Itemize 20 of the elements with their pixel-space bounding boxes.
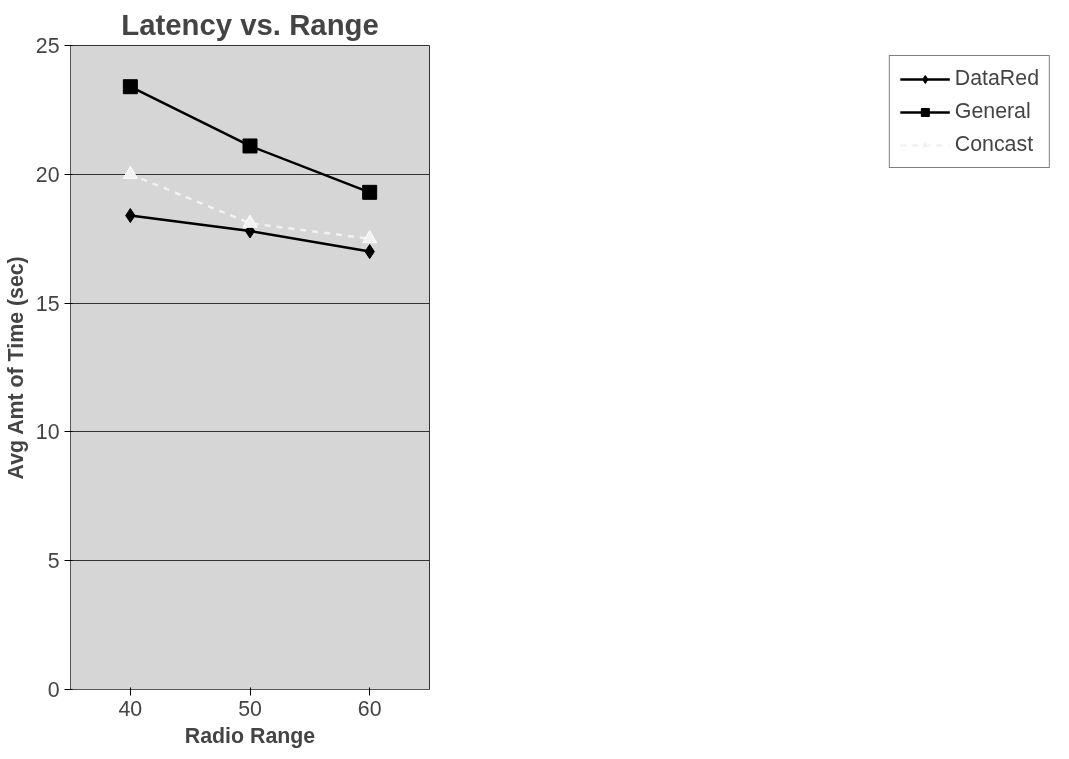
y-tick-label: 0: [47, 678, 60, 702]
y-tick-label: 20: [35, 162, 60, 187]
x-tick-label: 50: [238, 696, 262, 721]
point: [122, 79, 138, 95]
x-tick-label: 60: [357, 696, 382, 721]
point: [242, 214, 258, 228]
y-tick-label: 15: [35, 291, 60, 316]
x-axis-title: Radio Range: [184, 723, 316, 748]
point: [362, 184, 378, 200]
legend-label: Concast: [954, 132, 1034, 157]
y-axis-title: Avg Amt of Time (sec): [3, 256, 28, 480]
y-tick-label: 10: [35, 420, 60, 445]
chart-title: Latency vs. Range: [121, 7, 379, 41]
legend-label: General: [954, 99, 1031, 124]
point: [362, 230, 378, 244]
point: [242, 138, 258, 154]
x-tick-label: 40: [118, 696, 143, 721]
y-tick-label: 5: [47, 549, 60, 574]
y-tick-label: 25: [35, 34, 60, 58]
legend-label: DataRed: [954, 66, 1039, 91]
